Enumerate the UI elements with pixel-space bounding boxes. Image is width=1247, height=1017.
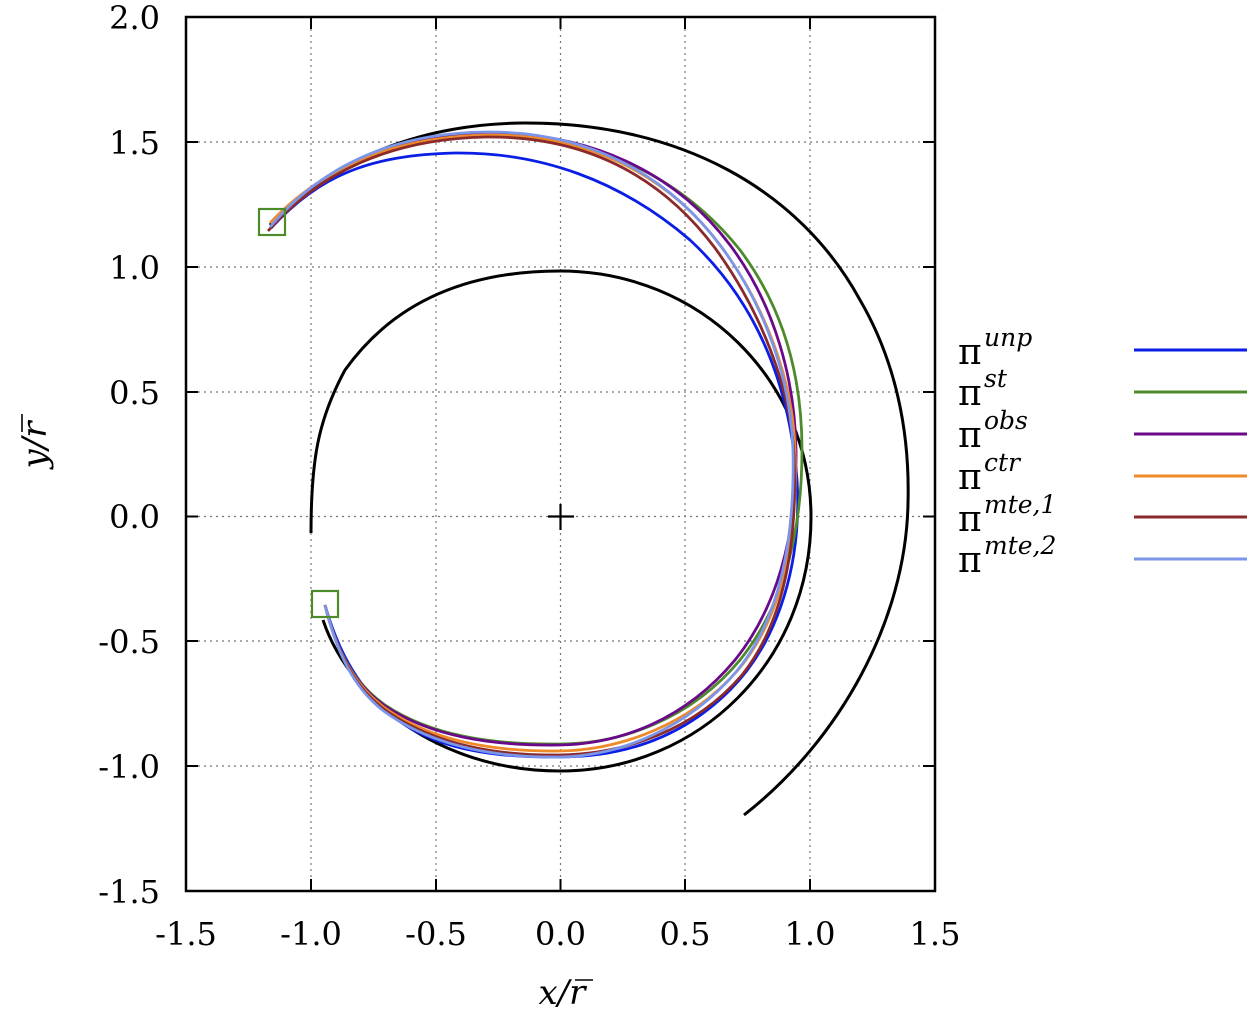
series-st-path <box>269 133 804 746</box>
legend-label-sup: mte,1 <box>984 490 1056 519</box>
legend-label-sup: mte,2 <box>984 531 1056 560</box>
legend-entry-unp: π unp <box>958 323 1247 373</box>
legend-label-sup: obs <box>984 406 1028 435</box>
y-axis-title: y/r <box>15 414 55 470</box>
x-tick-label: 1.5 <box>910 915 961 953</box>
legend-label-base: π <box>958 373 982 414</box>
legend-label-sup: st <box>984 364 1008 393</box>
legend-entry-ctr: π ctr <box>958 448 1247 498</box>
center-plus-marker <box>548 504 574 530</box>
y-tick-label: 2.0 <box>109 0 160 37</box>
start-marker-upper <box>257 207 287 237</box>
legend-label-sup: ctr <box>984 448 1022 477</box>
start-marker-lower <box>310 589 340 619</box>
legend-entry-obs: π obs <box>958 406 1247 456</box>
y-tick-label: 1.0 <box>109 249 160 287</box>
legend-label-base: π <box>958 415 982 456</box>
x-tick-label: -1.0 <box>280 915 342 953</box>
legend-label-base: π <box>958 457 982 498</box>
series-mte1-path <box>266 135 796 757</box>
legend-entry-mte1: π mte,1 <box>958 490 1247 540</box>
plot-frame <box>184 15 937 893</box>
x-tick-labels: -1.5 -1.0 -0.5 0.0 0.5 1.0 1.5 <box>155 915 960 953</box>
y-tick-label: -1.5 <box>98 873 160 911</box>
legend-entry-st: π st <box>958 364 1247 414</box>
x-tick-label: 1.0 <box>785 915 836 953</box>
x-tick-label: 0.5 <box>660 915 711 953</box>
y-tick-label: 1.5 <box>109 124 160 162</box>
y-tick-label: 0.5 <box>109 374 160 412</box>
y-tick-label: -0.5 <box>98 623 160 661</box>
series-mte2-path <box>268 130 795 759</box>
y-tick-label: 0.0 <box>109 498 160 536</box>
grid-lines <box>186 17 935 891</box>
x-axis-label: x/r <box>539 973 588 1013</box>
legend-label-sup: unp <box>984 323 1032 352</box>
x-tick-label: -0.5 <box>405 915 467 953</box>
legend-label-base: π <box>958 499 982 540</box>
axis-ticks <box>186 17 935 891</box>
x-tick-label: -1.5 <box>155 915 217 953</box>
legend-label-base: π <box>958 332 982 373</box>
x-tick-label: 0.0 <box>535 915 586 953</box>
outer-black-spiral <box>268 121 910 817</box>
x-axis-title: x/r <box>539 973 593 1013</box>
y-tick-label: -1.0 <box>98 748 160 786</box>
legend-entry-mte2: π mte,2 <box>958 531 1247 581</box>
y-tick-labels: 2.0 1.5 1.0 0.5 0.0 -0.5 -1.0 -1.5 <box>98 0 160 911</box>
y-axis-label: y/r <box>15 420 55 471</box>
legend-label-base: π <box>958 540 982 581</box>
legend: π unp π st π obs π ctr π mte,1 π mte,2 <box>958 323 1247 581</box>
